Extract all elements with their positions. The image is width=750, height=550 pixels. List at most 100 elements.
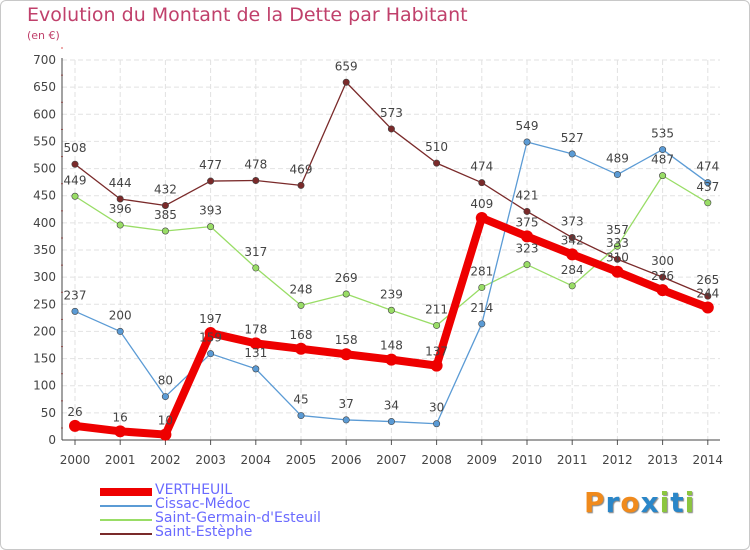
x-tick-label: 2008 xyxy=(421,453,452,467)
x-tick-label: 2004 xyxy=(241,453,272,467)
x-tick-label: 2005 xyxy=(286,453,317,467)
y-tick-label: 700 xyxy=(33,53,56,67)
data-label: 239 xyxy=(380,287,403,301)
x-tick-label: 2013 xyxy=(647,453,678,467)
data-label: 269 xyxy=(335,271,358,285)
data-label: 30 xyxy=(429,401,444,415)
legend-label: Saint-Estèphe xyxy=(155,524,253,540)
series xyxy=(69,78,714,441)
data-point xyxy=(521,230,533,243)
data-point xyxy=(161,227,169,235)
x-tick-label: 2012 xyxy=(602,453,633,467)
data-point xyxy=(295,342,307,355)
legend-label: Cissac-Médoc xyxy=(155,496,251,512)
data-label: 265 xyxy=(696,273,719,287)
data-point xyxy=(478,179,486,187)
data-label: 281 xyxy=(470,264,493,278)
data-point xyxy=(523,138,531,146)
data-label: 310 xyxy=(606,251,629,265)
x-tick-label: 2001 xyxy=(105,453,136,467)
data-point xyxy=(342,416,350,424)
data-point xyxy=(297,412,305,420)
data-label: 16 xyxy=(113,410,128,424)
logo-letter: i xyxy=(684,486,696,519)
data-label: 535 xyxy=(651,127,674,141)
data-label: 573 xyxy=(380,106,403,120)
logo-letter: o xyxy=(620,486,641,519)
y-tick-label: 200 xyxy=(33,324,56,338)
data-label: 527 xyxy=(561,131,584,145)
data-point xyxy=(568,150,576,158)
data-label: 510 xyxy=(425,140,448,154)
y-tick-label: 350 xyxy=(33,243,56,257)
x-tick-label: 2007 xyxy=(376,453,407,467)
data-label: 148 xyxy=(380,339,403,353)
x-tick-label: 2006 xyxy=(331,453,362,467)
data-label: 409 xyxy=(470,197,493,211)
data-point xyxy=(69,419,81,432)
data-label: 385 xyxy=(154,208,177,222)
y-tick-label: 250 xyxy=(33,297,56,311)
data-point xyxy=(704,199,712,207)
data-label: 248 xyxy=(290,282,313,296)
data-label: 487 xyxy=(651,153,674,167)
data-point xyxy=(387,125,395,133)
x-tick-label: 2002 xyxy=(150,453,181,467)
x-tick-label: 2003 xyxy=(195,453,226,467)
data-label: 197 xyxy=(199,312,222,326)
x-tick-label: 2014 xyxy=(693,453,724,467)
y-tick-label: 150 xyxy=(33,352,56,366)
y-tick-label: 600 xyxy=(33,107,56,121)
data-point xyxy=(433,420,441,428)
legend-swatch xyxy=(100,505,152,507)
data-point xyxy=(297,181,305,189)
data-label: 375 xyxy=(516,215,539,229)
data-label: 80 xyxy=(158,374,173,388)
data-label: 396 xyxy=(109,202,132,216)
data-label: 432 xyxy=(154,182,177,196)
data-label: 357 xyxy=(606,223,629,237)
chart-subtitle: (en €) xyxy=(27,29,60,42)
data-label: 469 xyxy=(290,162,313,176)
logo-letter: r xyxy=(605,486,621,519)
data-point xyxy=(656,284,669,297)
data-point xyxy=(659,172,667,180)
data-label: 131 xyxy=(244,346,267,360)
data-point xyxy=(249,337,262,350)
data-label: 178 xyxy=(244,322,267,336)
data-label: 159 xyxy=(199,331,222,345)
data-point xyxy=(478,320,486,328)
data-point xyxy=(659,273,667,281)
data-point xyxy=(433,159,441,167)
data-label: 211 xyxy=(425,302,448,316)
data-label: 421 xyxy=(516,188,539,202)
y-tick-label: 650 xyxy=(33,80,56,94)
data-point xyxy=(611,265,624,278)
data-label: 168 xyxy=(290,328,313,342)
data-point xyxy=(252,365,260,373)
data-point xyxy=(252,264,260,272)
data-label: 237 xyxy=(64,288,87,302)
data-point xyxy=(252,177,260,185)
legend-swatch xyxy=(100,533,152,535)
data-point xyxy=(523,261,531,269)
x-tick-label: 2011 xyxy=(557,453,588,467)
data-point xyxy=(71,192,79,200)
y-tick-label: 500 xyxy=(33,162,56,176)
data-point xyxy=(159,428,172,441)
data-point xyxy=(385,353,398,366)
data-point xyxy=(342,78,350,86)
data-label: 474 xyxy=(470,160,493,174)
data-point xyxy=(433,321,441,329)
data-label: 300 xyxy=(651,254,674,268)
data-label: 549 xyxy=(516,119,539,133)
y-tick-label: 400 xyxy=(33,216,56,230)
y-tick-label: 450 xyxy=(33,189,56,203)
data-label: 214 xyxy=(470,301,493,315)
data-point xyxy=(116,221,124,229)
x-tick-label: 2000 xyxy=(60,453,91,467)
data-label: 659 xyxy=(335,59,358,73)
data-label: 10 xyxy=(158,414,173,428)
logo-letter: P xyxy=(584,486,606,519)
data-point xyxy=(297,301,305,309)
